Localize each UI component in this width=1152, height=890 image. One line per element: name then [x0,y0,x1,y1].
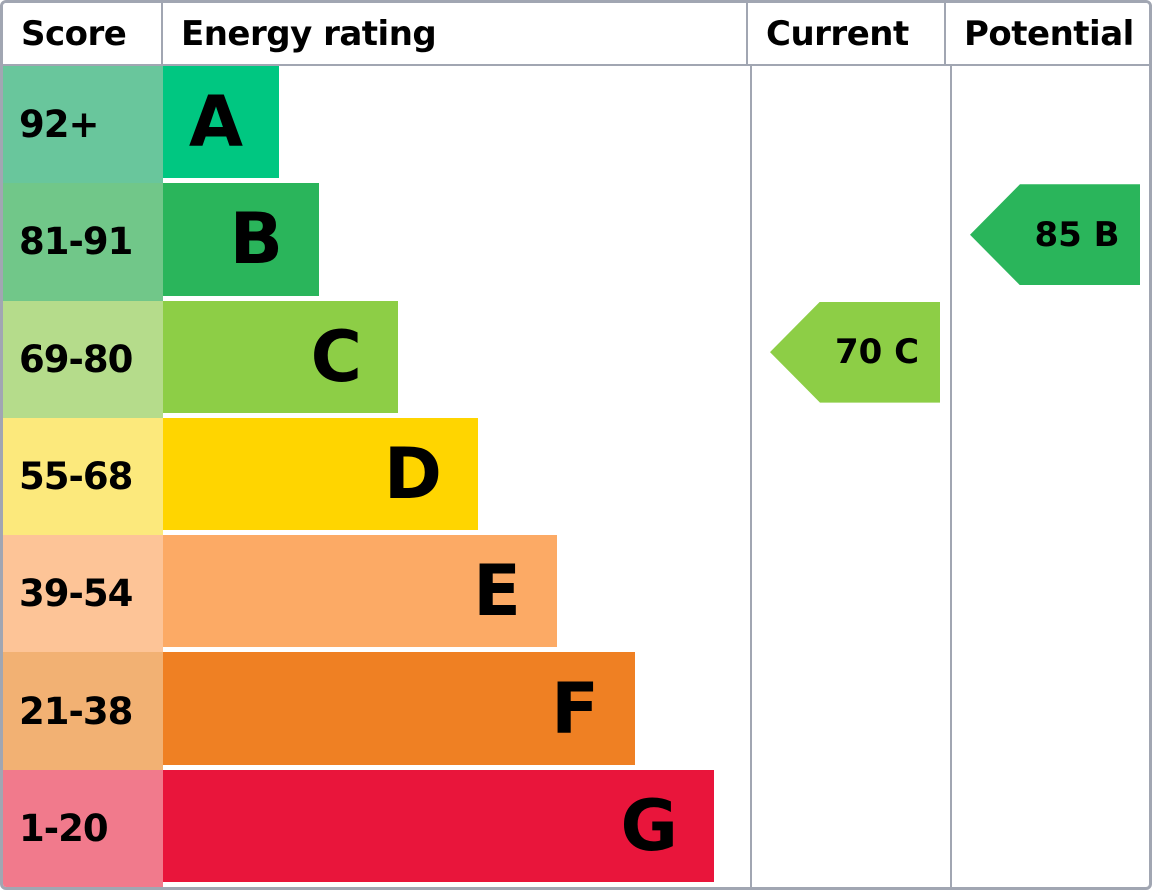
band-row-e: 39-54 E [3,535,1149,653]
band-letter: F [551,667,599,750]
header-energy-rating-label: Energy rating [181,13,437,54]
score-range-label: 69-80 [19,337,133,381]
band-letter: D [383,432,442,515]
band-rows: 92+ A 81-91 B 69-80 C 55-68 [3,66,1149,887]
current-arrow-label: 70 C [834,332,920,373]
header-potential: Potential [946,3,1149,64]
score-cell: 92+ [3,66,163,184]
band-row-b: 81-91 B [3,183,1149,301]
score-range-label: 1-20 [19,806,109,850]
header-energy-rating: Energy rating [163,3,748,64]
rating-bar: A [163,66,279,179]
score-range-label: 39-54 [19,572,133,616]
score-cell: 39-54 [3,535,163,653]
score-cell: 81-91 [3,183,163,301]
potential-arrow-label: 85 B [1034,214,1120,255]
band-row-a: 92+ A [3,66,1149,184]
rating-bar: F [163,652,635,765]
score-cell: 69-80 [3,300,163,418]
header-score: Score [3,3,163,64]
chart-header: Score Energy rating Current Potential [3,3,1149,66]
band-row-f: 21-38 F [3,652,1149,770]
score-cell: 1-20 [3,769,163,887]
band-letter: C [310,315,362,398]
band-row-c: 69-80 C [3,300,1149,418]
divider-energy-current [750,66,752,887]
band-row-d: 55-68 D [3,417,1149,536]
header-current: Current [748,3,946,64]
band-letter: E [473,550,521,633]
header-potential-label: Potential [964,13,1134,54]
rating-bar: D [163,417,478,531]
rating-bar: E [163,535,557,648]
score-range-label: 21-38 [19,689,133,733]
band-letter: B [229,198,283,281]
divider-current-potential [950,66,952,887]
score-cell: 55-68 [3,417,163,536]
score-range-label: 92+ [19,103,99,147]
band-row-g: 1-20 G [3,769,1149,887]
score-range-label: 81-91 [19,220,133,264]
rating-bar: G [163,769,714,882]
score-cell: 21-38 [3,652,163,770]
band-letter: A [188,81,243,164]
header-current-label: Current [766,13,909,54]
rating-bar: B [163,183,319,296]
rating-bar: C [163,300,398,413]
header-score-label: Score [21,13,127,54]
score-range-label: 55-68 [19,454,133,498]
band-letter: G [620,784,678,867]
